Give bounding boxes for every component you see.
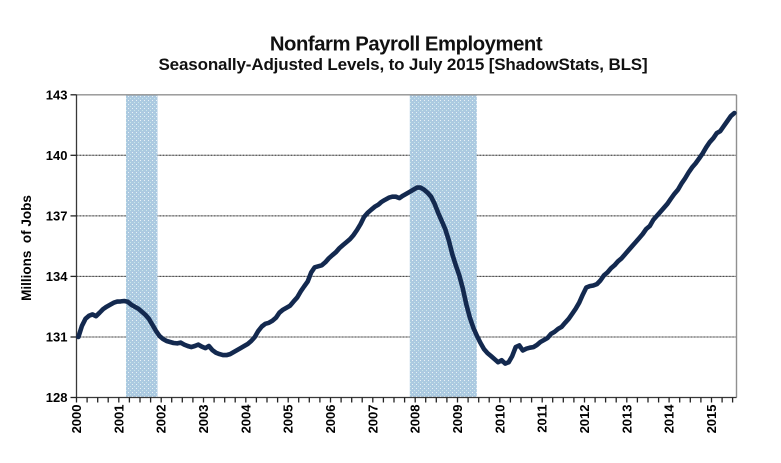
svg-text:2009: 2009	[450, 405, 465, 434]
svg-text:2005: 2005	[281, 405, 296, 434]
svg-text:2010: 2010	[492, 405, 507, 434]
svg-text:Seasonally-Adjusted Levels, to: Seasonally-Adjusted Levels, to July 2015…	[158, 55, 647, 74]
svg-text:2006: 2006	[323, 405, 338, 434]
svg-text:2000: 2000	[69, 405, 84, 434]
svg-text:2004: 2004	[238, 404, 253, 434]
svg-text:128: 128	[46, 390, 68, 405]
svg-text:2007: 2007	[365, 405, 380, 434]
svg-text:137: 137	[46, 208, 68, 223]
svg-text:Millions of Jobs: Millions of Jobs	[19, 195, 34, 301]
svg-text:131: 131	[46, 330, 68, 345]
svg-text:2003: 2003	[196, 405, 211, 434]
svg-text:Nonfarm Payroll Employment: Nonfarm Payroll Employment	[270, 34, 543, 56]
svg-text:2013: 2013	[619, 405, 634, 434]
svg-text:2008: 2008	[408, 405, 423, 434]
svg-text:2014: 2014	[662, 404, 677, 434]
svg-text:2015: 2015	[704, 405, 719, 434]
svg-text:2001: 2001	[111, 405, 126, 434]
svg-text:2012: 2012	[577, 405, 592, 434]
svg-text:140: 140	[46, 148, 68, 163]
svg-text:134: 134	[46, 269, 68, 284]
svg-text:2002: 2002	[154, 405, 169, 434]
svg-text:143: 143	[46, 87, 68, 102]
svg-text:2011: 2011	[535, 405, 550, 433]
